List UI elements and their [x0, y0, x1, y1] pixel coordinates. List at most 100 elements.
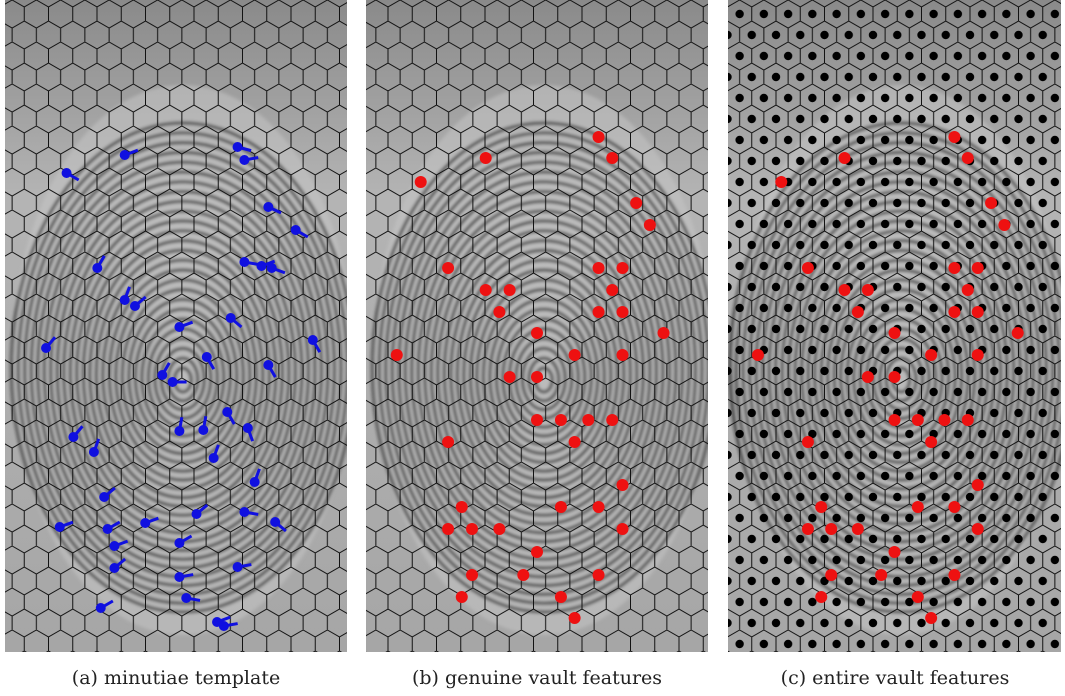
vault-point: [442, 436, 454, 448]
vault-point: [531, 371, 543, 383]
minutia: [174, 426, 184, 436]
vault-point: [593, 131, 605, 143]
vault-point: [456, 591, 468, 603]
vault-point: [972, 523, 984, 535]
vault-point: [839, 284, 851, 296]
vault-point: [531, 414, 543, 426]
vault-point: [617, 349, 629, 361]
vault-point: [593, 569, 605, 581]
vault-point: [630, 197, 642, 209]
vault-point: [493, 306, 505, 318]
minutia: [233, 142, 243, 152]
minutia: [174, 322, 184, 332]
minutia: [233, 562, 243, 572]
minutia: [226, 313, 236, 323]
caption: (a) minutiae template: [72, 667, 280, 689]
minutia: [250, 477, 260, 487]
vault-point: [925, 436, 937, 448]
vault-point: [862, 284, 874, 296]
vault-point: [925, 349, 937, 361]
vault-point: [569, 612, 581, 624]
image-panel: [728, 0, 1065, 652]
minutia: [62, 168, 72, 178]
vault-point: [555, 414, 567, 426]
vault-point: [912, 591, 924, 603]
vault-point: [875, 569, 887, 581]
minutia: [174, 538, 184, 548]
minutia: [202, 352, 212, 362]
vault-point: [466, 523, 478, 535]
vault-point: [972, 306, 984, 318]
vault-point: [415, 176, 427, 188]
vault-point: [852, 523, 864, 535]
vault-point: [504, 284, 516, 296]
vault-point: [480, 152, 492, 164]
minutia: [89, 447, 99, 457]
vault-point: [962, 152, 974, 164]
vault-point: [617, 262, 629, 274]
vault-point: [948, 569, 960, 581]
vault-point: [825, 523, 837, 535]
minutia: [157, 370, 167, 380]
minutia: [92, 263, 102, 273]
vault-point: [962, 414, 974, 426]
caption: (b) genuine vault features: [412, 667, 662, 689]
minutia: [55, 522, 65, 532]
vault-point: [889, 327, 901, 339]
vault-point: [531, 546, 543, 558]
vault-point: [815, 501, 827, 513]
vault-point: [889, 414, 901, 426]
minutia: [99, 492, 109, 502]
minutia: [174, 572, 184, 582]
minutia: [239, 257, 249, 267]
vault-point: [593, 501, 605, 513]
vault-point: [962, 284, 974, 296]
vault-point: [985, 197, 997, 209]
vault-point: [582, 414, 594, 426]
vault-point: [658, 327, 670, 339]
vault-point: [925, 612, 937, 624]
vault-point: [948, 306, 960, 318]
minutia: [181, 593, 191, 603]
vault-point: [972, 479, 984, 491]
vault-point: [617, 523, 629, 535]
vault-point: [480, 284, 492, 296]
vault-point: [825, 569, 837, 581]
vault-point: [504, 371, 516, 383]
minutia: [263, 360, 273, 370]
vault-point: [972, 262, 984, 274]
vault-point: [938, 414, 950, 426]
vault-point: [775, 176, 787, 188]
minutia: [243, 423, 253, 433]
minutia: [103, 524, 113, 534]
vault-point: [998, 219, 1010, 231]
minutia: [96, 603, 106, 613]
minutia: [270, 517, 280, 527]
vault-point: [912, 501, 924, 513]
vault-point: [889, 371, 901, 383]
vault-point: [852, 306, 864, 318]
minutia: [239, 507, 249, 517]
minutia: [168, 377, 178, 387]
minutia: [109, 541, 119, 551]
minutia: [209, 453, 219, 463]
vault-point: [617, 306, 629, 318]
panels: [5, 0, 1065, 652]
vault-point: [617, 479, 629, 491]
vault-point: [456, 501, 468, 513]
minutia: [41, 343, 51, 353]
vault-point: [862, 371, 874, 383]
vault-point: [606, 152, 618, 164]
vault-point: [948, 262, 960, 274]
minutia: [109, 563, 119, 573]
vault-point: [606, 414, 618, 426]
minutia: [267, 263, 277, 273]
vault-point: [972, 349, 984, 361]
minutia: [198, 425, 208, 435]
vault-point: [912, 414, 924, 426]
vault-point: [531, 327, 543, 339]
minutia: [130, 301, 140, 311]
vault-point: [802, 523, 814, 535]
minutia: [308, 335, 318, 345]
vault-point: [839, 152, 851, 164]
